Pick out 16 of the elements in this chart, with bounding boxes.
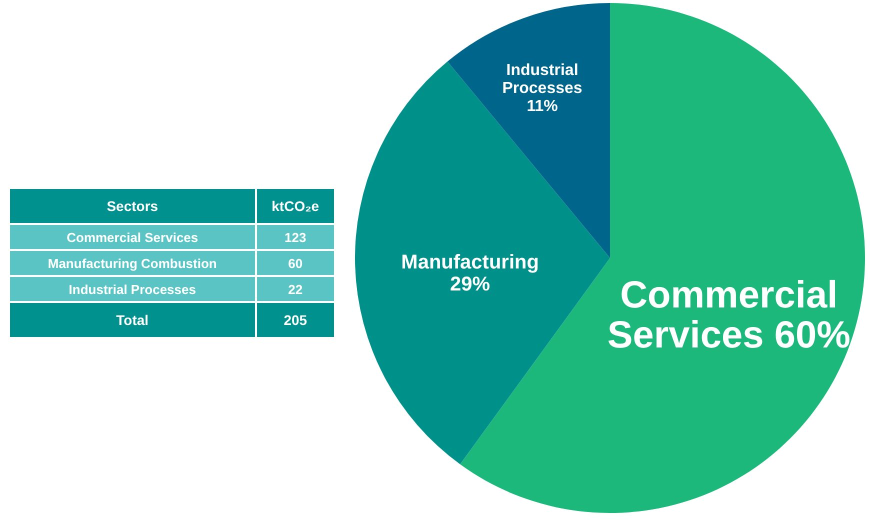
slice-label: Manufacturing [401,251,539,274]
category-label: Manufacturing Combustion [9,250,256,276]
text: ktCO₂e [256,188,335,224]
data-label: 60 [256,250,335,276]
text: Total [9,302,256,338]
data-label: 11% [526,98,558,115]
data-label: 29% [450,273,490,296]
data-label: 123 [256,224,335,250]
category-label: Commercial Services [9,224,256,250]
data-label: 22 [256,276,335,302]
slice-label: Industrial Processes [502,62,582,97]
slice-label: Commercial Services 60% [607,274,850,357]
category-label: Industrial Processes [9,276,256,302]
text: 205 [284,312,308,328]
pie-slice [355,62,610,464]
text: Sectors [9,188,256,224]
